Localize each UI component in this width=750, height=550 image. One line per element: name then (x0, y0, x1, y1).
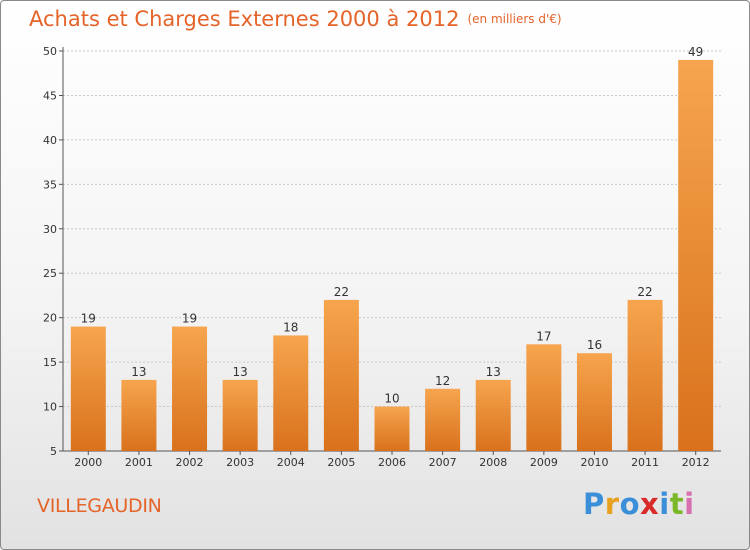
chart-unit: (en milliers d'€) (467, 12, 562, 26)
x-tick-label-2000: 2000 (74, 456, 102, 469)
x-tick-label-2011: 2011 (631, 456, 659, 469)
x-tick-label-2007: 2007 (429, 456, 457, 469)
gridlines (63, 50, 721, 408)
y-tick-label: 35 (43, 178, 57, 191)
x-tick-label-2010: 2010 (580, 456, 608, 469)
y-tick-label: 15 (43, 356, 57, 369)
x-tick-label-2009: 2009 (530, 456, 558, 469)
logo-letter: i (684, 487, 695, 521)
x-tick-label-2005: 2005 (327, 456, 355, 469)
value-label-2001: 13 (131, 365, 146, 379)
y-tick-label: 25 (43, 267, 57, 280)
bar-2012 (678, 59, 714, 452)
bar-2008 (475, 379, 511, 451)
value-label-2003: 13 (233, 365, 248, 379)
x-tick-label-2002: 2002 (176, 456, 204, 469)
bar-2010 (576, 353, 612, 451)
title-line: Achats et Charges Externes 2000 à 2012 (e… (29, 7, 562, 31)
value-label-2007: 12 (435, 374, 450, 388)
labels: 5 10 15 20 25 30 35 40 45 50 19 2000 13 2001 19 2002 13 2… (43, 45, 710, 469)
bar-2009 (526, 344, 562, 451)
logo-letter: P (583, 487, 605, 521)
bar-2004 (273, 335, 309, 451)
x-tick-label-2004: 2004 (277, 456, 305, 469)
chart-title: Achats et Charges Externes 2000 à 2012 (29, 7, 460, 31)
y-tick-label: 5 (50, 445, 57, 458)
y-tick-label: 40 (43, 134, 57, 147)
value-label-2000: 19 (81, 312, 96, 326)
bar-2006 (374, 406, 410, 451)
bars (70, 59, 714, 452)
value-label-2012: 49 (688, 45, 703, 59)
value-label-2011: 22 (637, 285, 652, 299)
y-tick-label: 10 (43, 401, 57, 414)
y-tick-label: 50 (43, 45, 57, 58)
value-label-2006: 10 (384, 392, 399, 406)
logo-letter: x (640, 487, 660, 521)
value-label-2005: 22 (334, 285, 349, 299)
bar-2003 (222, 379, 258, 451)
logo-letter: t (669, 487, 685, 521)
y-tick-label: 30 (43, 223, 57, 236)
bar-2002 (172, 326, 208, 451)
logo-letter: o (619, 487, 641, 521)
value-label-2004: 18 (283, 320, 298, 334)
proxiti-logo: Proxiti (583, 487, 695, 521)
value-label-2002: 19 (182, 312, 197, 326)
x-tick-label-2008: 2008 (479, 456, 507, 469)
logo-letter: i (659, 487, 670, 521)
bar-2000 (70, 326, 106, 451)
y-tick-label: 20 (43, 312, 57, 325)
y-tick-label: 45 (43, 89, 57, 102)
commune-name: VILLEGAUDIN (37, 495, 162, 517)
bar-2005 (323, 299, 359, 451)
logo-letter: r (604, 487, 620, 521)
x-tick-label-2012: 2012 (682, 456, 710, 469)
bar-2001 (121, 379, 157, 451)
value-label-2010: 16 (587, 338, 602, 352)
x-tick-label-2006: 2006 (378, 456, 406, 469)
value-label-2009: 17 (536, 329, 551, 343)
bar-2007 (425, 388, 461, 451)
value-label-2008: 13 (486, 365, 501, 379)
bar-2011 (627, 299, 663, 451)
x-tick-label-2001: 2001 (125, 456, 153, 469)
x-tick-label-2003: 2003 (226, 456, 254, 469)
